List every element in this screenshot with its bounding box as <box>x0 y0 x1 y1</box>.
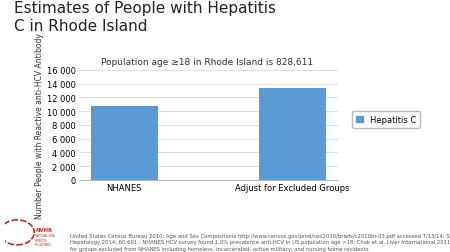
Text: NATIONAL VIRAL
HEPATITIS
ROUNDTABLE: NATIONAL VIRAL HEPATITIS ROUNDTABLE <box>35 233 56 246</box>
Bar <box>90 107 158 180</box>
Y-axis label: Number People with Reactive anti-HCV Antibody: Number People with Reactive anti-HCV Ant… <box>35 33 44 218</box>
Text: Population age ≥18 in Rhode Island is 828,611: Population age ≥18 in Rhode Island is 82… <box>101 58 313 67</box>
Text: United States Census Bureau 2010: Age and Sex Compositions http://www.census.gov: United States Census Bureau 2010: Age an… <box>70 233 450 251</box>
Text: NVHR: NVHR <box>35 227 52 232</box>
Text: Estimates of People with Hepatitis
C in Rhode Island: Estimates of People with Hepatitis C in … <box>14 1 275 34</box>
Legend: Hepatitis C: Hepatitis C <box>352 111 420 129</box>
Bar <box>259 88 326 180</box>
